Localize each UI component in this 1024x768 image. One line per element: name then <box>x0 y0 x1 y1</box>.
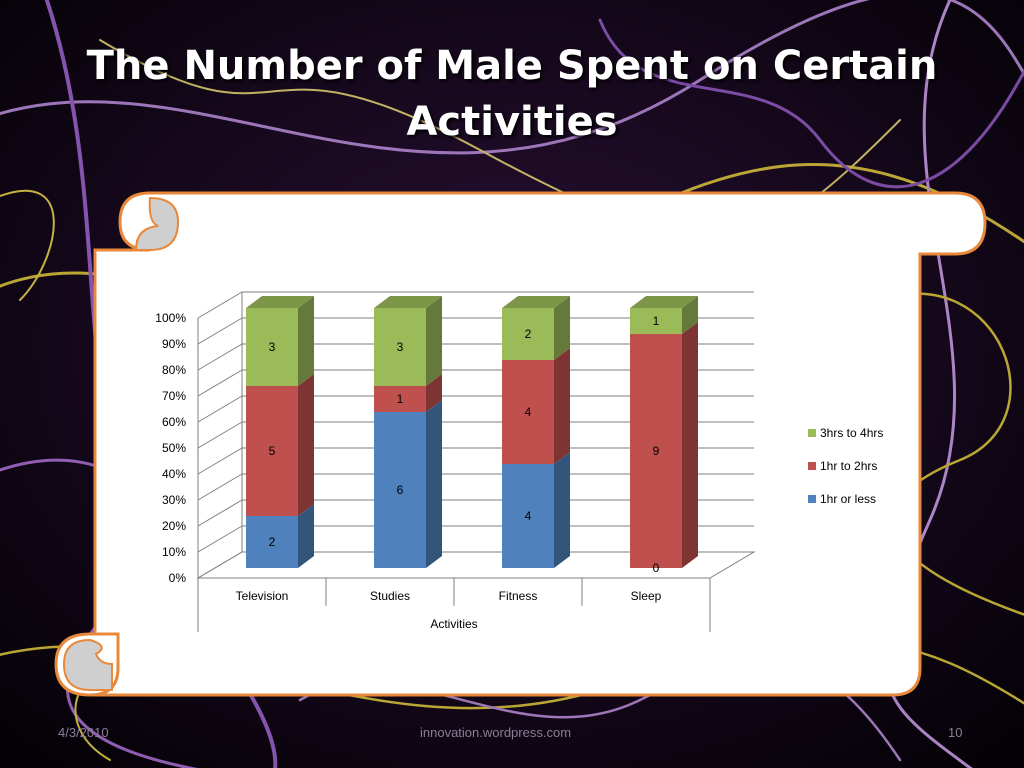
data-label: 9 <box>653 444 660 458</box>
data-label: 4 <box>525 405 532 419</box>
bar-segment-side <box>554 452 570 568</box>
y-tick-label: 50% <box>162 441 186 455</box>
y-tick-label: 60% <box>162 415 186 429</box>
data-label: 1 <box>653 314 660 328</box>
bar-segment-top <box>374 296 442 308</box>
legend-swatch <box>808 429 816 437</box>
data-label: 3 <box>269 340 276 354</box>
footer-source: innovation.wordpress.com <box>420 725 572 740</box>
bar-segment-side <box>426 400 442 568</box>
bar-segment <box>374 412 426 568</box>
legend-swatch <box>808 495 816 503</box>
data-label: 0 <box>653 561 660 575</box>
gridline-side <box>197 317 243 345</box>
data-labels: 2 5 3 6 1 3 4 4 2 0 9 1 <box>269 314 660 575</box>
legend-label: 1hr to 2hrs <box>820 459 877 473</box>
axes: 0% 10% 20% 30% 40% 50% 60% 70% 80% 90% 100% Televis… <box>155 311 711 632</box>
bar-segment-side <box>298 374 314 516</box>
gridline-side <box>197 369 243 397</box>
data-label: 1 <box>397 392 404 406</box>
bar-segment <box>246 516 298 568</box>
data-label: 5 <box>269 444 276 458</box>
legend-label: 1hr or less <box>820 492 876 506</box>
gridline-side <box>197 343 243 371</box>
y-tick-label: 0% <box>169 571 187 585</box>
x-tick-label: Sleep <box>631 589 662 603</box>
data-label: 2 <box>269 535 276 549</box>
data-label: 2 <box>525 327 532 341</box>
bar-segment <box>246 386 298 516</box>
y-tick-label: 20% <box>162 519 186 533</box>
gridline-side <box>197 395 243 423</box>
gridline-side <box>197 525 243 553</box>
y-tick-label: 90% <box>162 337 186 351</box>
x-tick-label: Television <box>236 589 289 603</box>
gridline-side <box>197 499 243 527</box>
y-tick-label: 70% <box>162 389 186 403</box>
bar-segment <box>630 334 682 568</box>
bar-segment-side <box>554 348 570 464</box>
bars <box>246 296 698 568</box>
bar-segment-top <box>502 296 570 308</box>
legend-label: 3hrs to 4hrs <box>820 426 883 440</box>
gridline-side <box>197 421 243 449</box>
bar-segment-side <box>298 296 314 386</box>
bar-segment <box>374 308 426 386</box>
data-label: 3 <box>397 340 404 354</box>
bar-segment <box>502 308 554 360</box>
y-tick-label: 100% <box>155 311 186 325</box>
data-label: 6 <box>397 483 404 497</box>
floor <box>196 551 756 579</box>
bar-segment <box>246 308 298 386</box>
bar-segment-side <box>682 322 698 568</box>
y-tick-label: 40% <box>162 467 186 481</box>
x-tick-label: Studies <box>370 589 410 603</box>
bar-segment <box>374 386 426 412</box>
bar-segment <box>502 360 554 464</box>
bar-segment-side <box>298 504 314 568</box>
y-tick-label: 10% <box>162 545 186 559</box>
x-axis-title: Activities <box>430 617 477 631</box>
bar-segment-side <box>554 296 570 360</box>
gridline-side <box>197 473 243 501</box>
legend-swatch <box>808 462 816 470</box>
data-label: 4 <box>525 509 532 523</box>
legend: 3hrs to 4hrs 1hr to 2hrs 1hr or less <box>808 426 883 506</box>
y-tick-label: 30% <box>162 493 186 507</box>
bar-segment-side <box>426 374 442 412</box>
y-tick-label: 80% <box>162 363 186 377</box>
bar-segment-side <box>682 296 698 334</box>
bar-segment-top <box>246 296 314 308</box>
gridline-side <box>197 447 243 475</box>
bar-segment <box>630 308 682 334</box>
bar-segment-top <box>630 296 698 308</box>
bar-segment <box>502 464 554 568</box>
footer-date: 4/3/2010 <box>58 725 109 740</box>
x-tick-label: Fitness <box>499 589 538 603</box>
gridline-side <box>197 291 243 319</box>
page-number: 10 <box>948 725 963 740</box>
slide-title: The Number of Male Spent on Certain Acti… <box>86 43 938 145</box>
bar-segment-side <box>426 296 442 386</box>
